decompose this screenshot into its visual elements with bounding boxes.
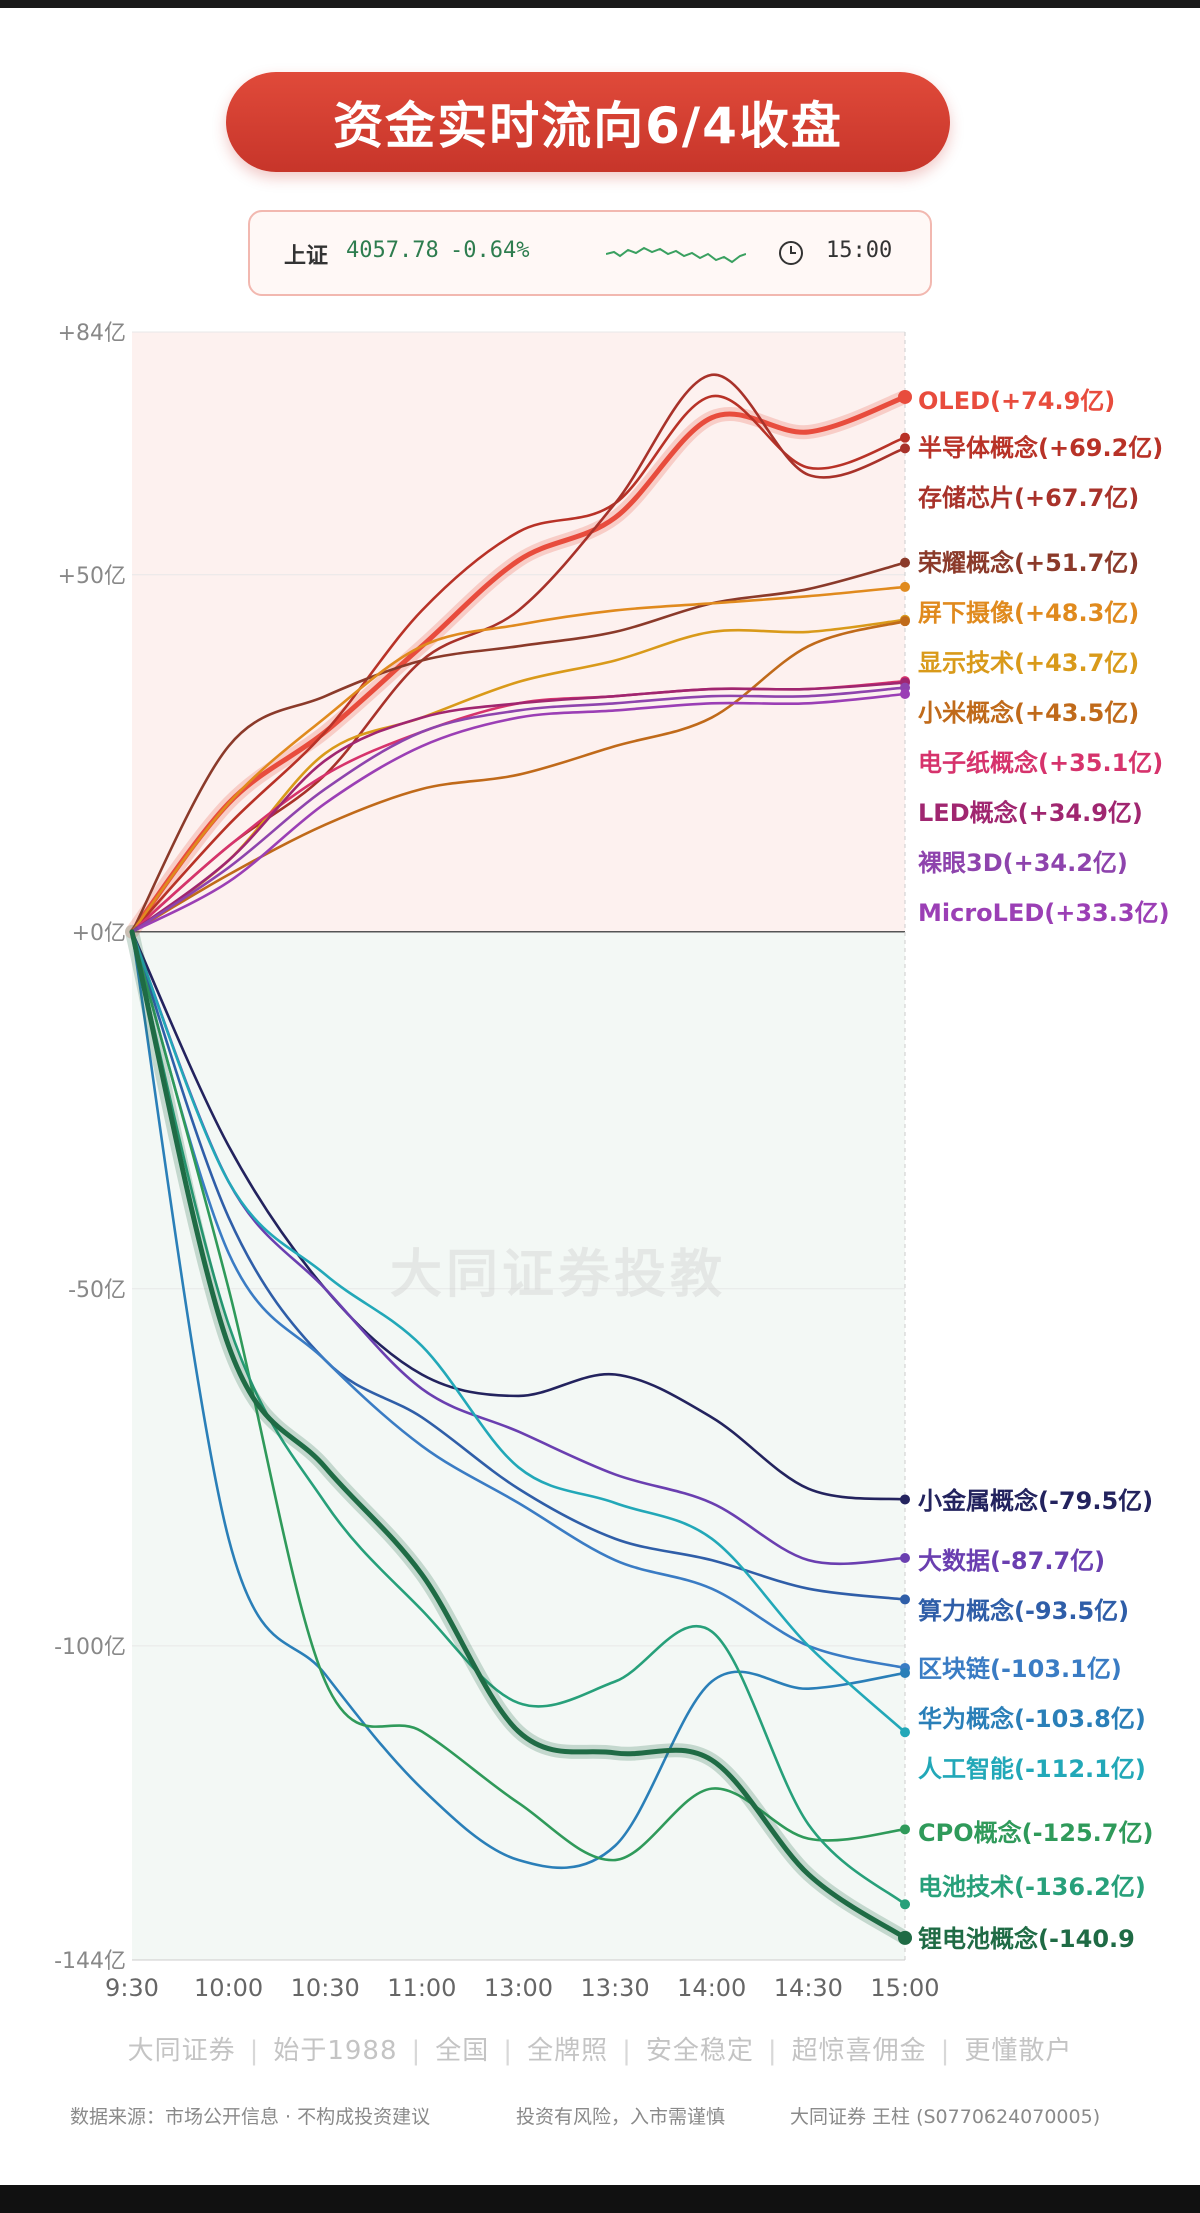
x-tick-label: 11:00 [387, 1974, 456, 2002]
y-tick-label: -50亿 [68, 1278, 126, 1303]
series-line [130, 930, 907, 1862]
series-line [129, 929, 908, 1941]
negative-area-bg [132, 931, 905, 1960]
y-tick-label: -100亿 [54, 1635, 126, 1660]
series-end-point [900, 689, 910, 700]
x-tick-label: 14:00 [677, 1974, 746, 2002]
series-end-point [900, 432, 910, 443]
series-line [130, 692, 907, 934]
series-end-label: 华为概念(-103.8亿) [918, 1705, 1146, 1733]
footer-slogans: 大同证券 | 始于1988 | 全国 | 全牌照 | 安全稳定 | 超惊喜佣金 | 更懂散户 [0, 2030, 1200, 2067]
series-line [130, 930, 907, 1670]
y-tick-label: +84亿 [58, 321, 126, 346]
clock-icon [779, 241, 803, 265]
series-end-point [898, 1930, 912, 1945]
series-end-label: 电池技术(-136.2亿) [918, 1873, 1146, 1901]
series-end-label: 小米概念(+43.5亿) [918, 699, 1139, 727]
bottom-bar [0, 2185, 1200, 2213]
slogan-item: 始于1988 [273, 2036, 398, 2066]
series-end-label: CPO概念(-125.7亿) [918, 1819, 1153, 1847]
slogan-separator: | [249, 2036, 260, 2066]
index-name: 上证 [284, 244, 329, 269]
top-bar [0, 0, 1200, 8]
slogan-separator: | [622, 2036, 632, 2066]
series-end-label: 小金属概念(-79.5亿) [918, 1487, 1153, 1515]
series-line [130, 394, 907, 934]
x-tick-label: 13:00 [484, 1974, 553, 2002]
slogan-item: 全国 [435, 2036, 490, 2066]
series-end-label: OLED(+74.9亿) [918, 387, 1115, 415]
series-end-point [900, 1494, 910, 1505]
series-end-label: 存储芯片(+67.7亿) [918, 484, 1139, 512]
series-end-label: 锂电池概念(-140.9 [918, 1925, 1135, 1953]
series-line [130, 561, 907, 934]
advisor-info: 大同证券 王柱 (S0770624070005) [790, 2106, 1101, 2128]
series-line [130, 681, 907, 934]
series-end-label: 大数据(-87.7亿) [918, 1547, 1105, 1575]
series-end-point [900, 443, 910, 454]
series-end-point [900, 1899, 910, 1910]
series-line [130, 686, 907, 934]
series-end-point [900, 581, 910, 592]
y-tick-label: +50亿 [58, 564, 126, 589]
index-value: 4057.78 [346, 238, 439, 263]
series-end-point [900, 1727, 910, 1738]
series-end-label: LED概念(+34.9亿) [918, 799, 1143, 827]
slogan-separator: | [503, 2036, 514, 2066]
y-tick-label: +0亿 [72, 921, 126, 946]
index-time: 15:00 [826, 238, 893, 263]
x-tick-label: 9:30 [105, 1974, 159, 2002]
risk-warning: 投资有风险，入市需谨慎 [516, 2106, 726, 2128]
series-end-label: 电子纸概念(+35.1亿) [918, 749, 1163, 777]
series-end-label: 算力概念(-93.5亿) [918, 1597, 1129, 1625]
series-line [130, 585, 907, 934]
watermark: 大同证券投教 [390, 1245, 727, 1305]
series-end-label: 人工智能(-112.1亿) [918, 1755, 1146, 1783]
series-line [130, 930, 907, 1501]
series-end-label: 显示技术(+43.7亿) [918, 649, 1139, 677]
series-end-point [900, 616, 910, 627]
slogan-separator: | [767, 2036, 778, 2066]
slogan-separator: | [940, 2036, 951, 2066]
y-tick-label: -144亿 [54, 1949, 126, 1974]
slogan-separator: | [411, 2036, 422, 2066]
series-end-point [900, 557, 910, 568]
sparkline-icon [606, 246, 746, 264]
slogan-item: 更懂散户 [964, 2036, 1073, 2066]
page-title: 资金实时流向6/4收盘 [226, 72, 950, 172]
index-change: -0.64% [450, 238, 530, 263]
x-tick-label: 15:00 [870, 1974, 939, 2002]
series-end-label: 半导体概念(+69.2亿) [918, 434, 1163, 462]
series-line [130, 930, 907, 1734]
series-end-point [900, 1667, 910, 1678]
series-end-point [900, 1594, 910, 1605]
slogan-item: 全牌照 [527, 2036, 609, 2066]
series-end-label: 区块链(-103.1亿) [918, 1655, 1122, 1683]
x-tick-label: 10:30 [291, 1974, 360, 2002]
series-end-point [900, 1552, 910, 1563]
series-end-label: MicroLED(+33.3亿) [918, 899, 1170, 927]
slogan-item: 大同证券 [127, 2036, 236, 2066]
slogan-item: 超惊喜佣金 [791, 2036, 927, 2066]
series-end-label: 荣耀概念(+51.7亿) [918, 549, 1139, 577]
series-end-point [900, 1824, 910, 1835]
series-line [130, 930, 907, 1601]
series-end-label: 裸眼3D(+34.2亿) [918, 849, 1128, 877]
series-line [129, 394, 908, 935]
data-source: 数据来源：市场公开信息 · 不构成投资建议 [70, 2106, 431, 2128]
slogan-item: 安全稳定 [645, 2036, 754, 2066]
series-end-point [898, 389, 912, 404]
series-line [130, 930, 907, 1906]
series-end-label: 屏下摄像(+48.3亿) [918, 599, 1139, 627]
x-tick-label: 14:30 [774, 1974, 843, 2002]
x-tick-label: 10:00 [194, 1974, 263, 2002]
x-tick-label: 13:30 [581, 1974, 650, 2002]
index-ticker: 上证 4057.78 -0.64% 15:00 [248, 210, 932, 296]
